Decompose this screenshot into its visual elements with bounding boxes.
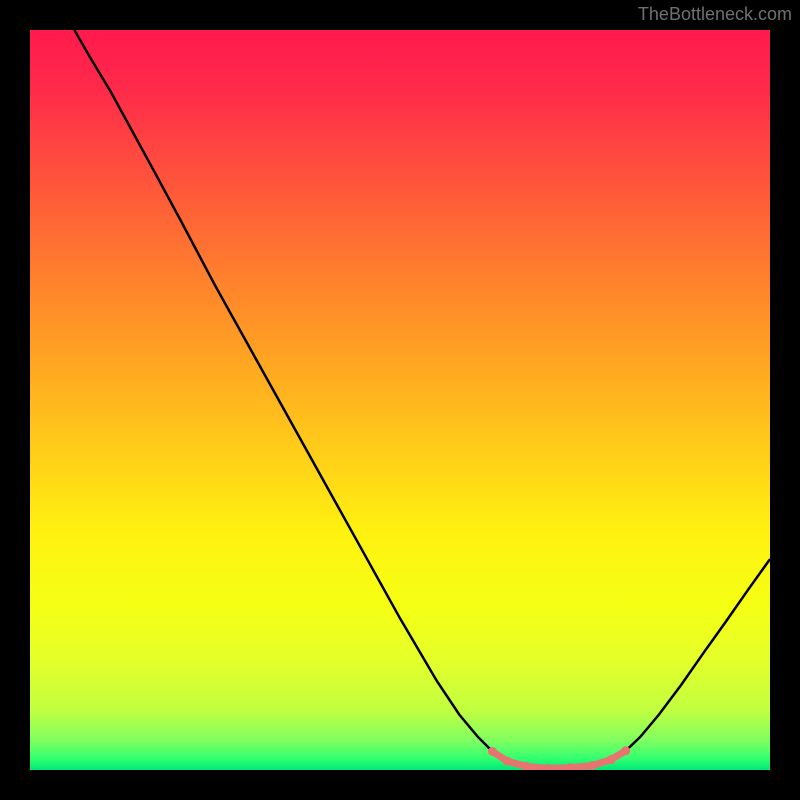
watermark-text: TheBottleneck.com — [638, 4, 792, 25]
highlight-marker — [606, 755, 615, 764]
chart-svg — [30, 30, 770, 770]
chart-background — [30, 30, 770, 770]
highlight-marker — [621, 746, 630, 755]
highlight-marker — [503, 757, 512, 766]
highlight-marker — [588, 761, 597, 770]
highlight-marker — [488, 747, 497, 756]
chart-container — [30, 30, 770, 770]
